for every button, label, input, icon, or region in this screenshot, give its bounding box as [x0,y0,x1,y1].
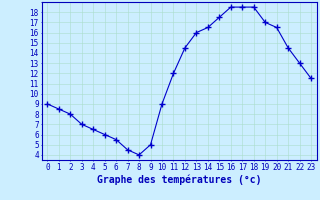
X-axis label: Graphe des températures (°c): Graphe des températures (°c) [97,175,261,185]
